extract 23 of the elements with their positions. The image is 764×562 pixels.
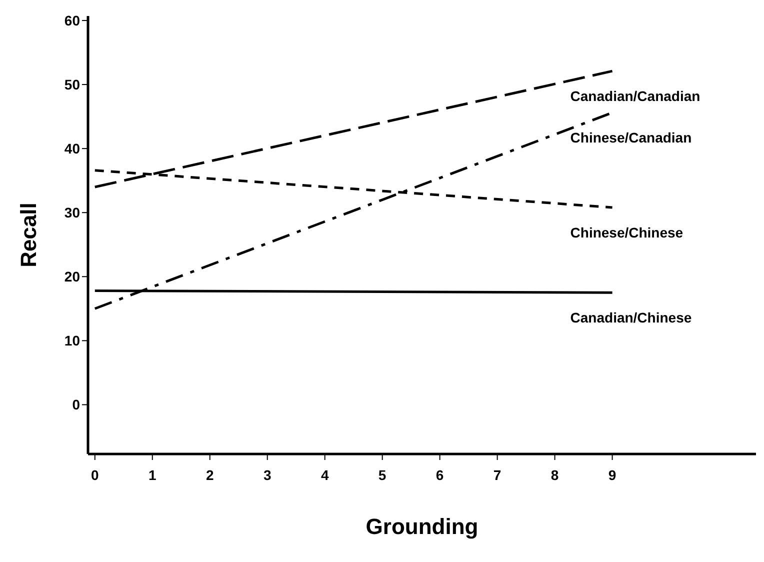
- x-tick-label: 5: [378, 466, 386, 483]
- y-tick-label: 50: [64, 76, 80, 92]
- x-axis-title: Grounding: [366, 514, 478, 539]
- series-label: Chinese/Canadian: [570, 130, 692, 146]
- x-tick-label: 0: [91, 466, 99, 483]
- y-tick-label: 10: [64, 332, 80, 349]
- y-tick-label: 60: [64, 12, 80, 28]
- x-tick-label: 9: [608, 466, 616, 483]
- y-axis-title: Recall: [16, 202, 41, 268]
- x-tick-label: 3: [263, 466, 272, 483]
- x-tick-label: 1: [148, 466, 156, 483]
- y-tick-label: 30: [64, 204, 80, 221]
- x-tick-label: 4: [320, 466, 329, 483]
- series-label: Chinese/Chinese: [570, 224, 684, 240]
- x-tick-label: 7: [493, 466, 502, 483]
- x-tick-label: 2: [206, 466, 214, 483]
- y-tick-label: 40: [64, 140, 80, 157]
- y-tick-label: 20: [64, 268, 80, 285]
- series-label: Canadian/Chinese: [570, 310, 692, 326]
- x-tick-label: 6: [436, 466, 444, 483]
- series-label: Canadian/Canadian: [570, 88, 700, 104]
- y-tick-label: 0: [72, 396, 80, 413]
- x-tick-label: 8: [550, 466, 559, 483]
